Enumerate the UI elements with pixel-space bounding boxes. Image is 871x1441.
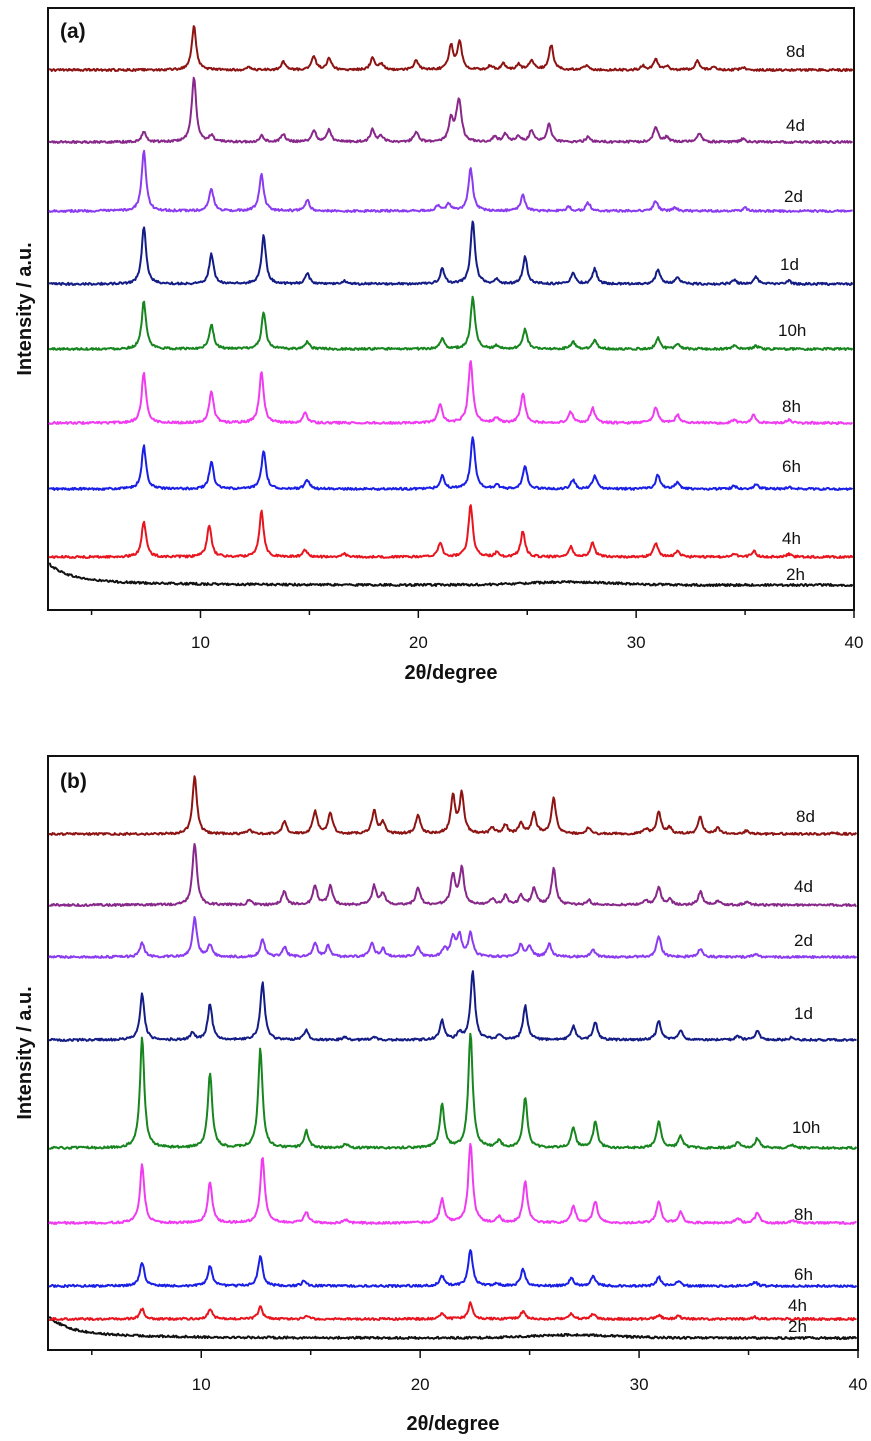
series-label-4d: 4d bbox=[794, 877, 813, 896]
trace-8d bbox=[48, 775, 858, 836]
trace-2h bbox=[48, 562, 854, 588]
series-label-2d: 2d bbox=[784, 187, 803, 206]
series-label-10h: 10h bbox=[778, 321, 806, 340]
panel-a-y-axis-title: Intensity / a.u. bbox=[14, 242, 36, 375]
x-tick-label: 20 bbox=[411, 1375, 430, 1394]
trace-6h bbox=[48, 1249, 858, 1288]
series-label-1d: 1d bbox=[794, 1004, 813, 1023]
trace-8h bbox=[48, 1142, 857, 1225]
trace-4h bbox=[48, 504, 854, 559]
panel-b-frame bbox=[47, 755, 859, 1351]
trace-10h bbox=[48, 1032, 858, 1150]
trace-2h bbox=[48, 1316, 858, 1341]
series-label-8h: 8h bbox=[794, 1205, 813, 1224]
panel-a-label: (a) bbox=[60, 20, 86, 43]
trace-8h bbox=[48, 360, 853, 426]
series-label-8d: 8d bbox=[796, 807, 815, 826]
panel-b-series-labels: 8d 4d 2d 1d 10h 8h 6h 4h 2h bbox=[788, 807, 820, 1336]
series-label-4d: 4d bbox=[786, 116, 805, 135]
series-label-4h: 4h bbox=[788, 1296, 807, 1315]
panel-a-ticks: 10 20 30 40 bbox=[90, 610, 864, 652]
x-tick-label: 40 bbox=[845, 633, 864, 652]
series-label-6h: 6h bbox=[782, 457, 801, 476]
trace-6h bbox=[48, 436, 854, 491]
series-label-8d: 8d bbox=[786, 42, 805, 61]
series-label-2h: 2h bbox=[786, 565, 805, 584]
series-label-4h: 4h bbox=[782, 529, 801, 548]
panel-a-frame bbox=[47, 7, 855, 611]
x-tick-label: 30 bbox=[630, 1375, 649, 1394]
trace-10h bbox=[48, 295, 854, 351]
trace-4d bbox=[48, 76, 853, 145]
panel-a-x-axis-title: 2θ/degree bbox=[404, 662, 497, 684]
series-label-10h: 10h bbox=[792, 1118, 820, 1137]
panel-b-label: (b) bbox=[60, 770, 87, 793]
panel-a-series-labels: 8d 4d 2d 1d 10h 8h 6h 4h 2h bbox=[778, 42, 806, 584]
trace-1d bbox=[48, 970, 857, 1042]
trace-2d bbox=[48, 149, 854, 214]
x-tick-label: 10 bbox=[191, 633, 210, 652]
panel-b-ticks: 10 20 30 40 bbox=[91, 1350, 868, 1394]
series-label-8h: 8h bbox=[782, 397, 801, 416]
panel-a: (a) Intensity / a.u. 2θ/degree 10 20 30 40 … bbox=[14, 7, 864, 684]
trace-8d bbox=[48, 25, 854, 73]
x-tick-label: 30 bbox=[627, 633, 646, 652]
trace-4h bbox=[49, 1301, 857, 1322]
panel-b: (b) Intensity / a.u. 2θ/degree 10 20 30 40 … bbox=[14, 755, 868, 1435]
trace-4d bbox=[48, 843, 857, 907]
x-tick-label: 20 bbox=[409, 633, 428, 652]
x-tick-label: 40 bbox=[849, 1375, 868, 1394]
trace-2d bbox=[48, 916, 858, 959]
panel-b-traces bbox=[48, 775, 858, 1341]
series-label-6h: 6h bbox=[794, 1265, 813, 1284]
series-label-2d: 2d bbox=[794, 931, 813, 950]
x-tick-label: 10 bbox=[192, 1375, 211, 1394]
trace-1d bbox=[48, 220, 854, 286]
panel-b-x-axis-title: 2θ/degree bbox=[406, 1413, 499, 1435]
series-label-2h: 2h bbox=[788, 1317, 807, 1336]
panel-b-y-axis-title: Intensity / a.u. bbox=[14, 986, 36, 1119]
panel-a-traces bbox=[48, 25, 854, 588]
series-label-1d: 1d bbox=[780, 255, 799, 274]
